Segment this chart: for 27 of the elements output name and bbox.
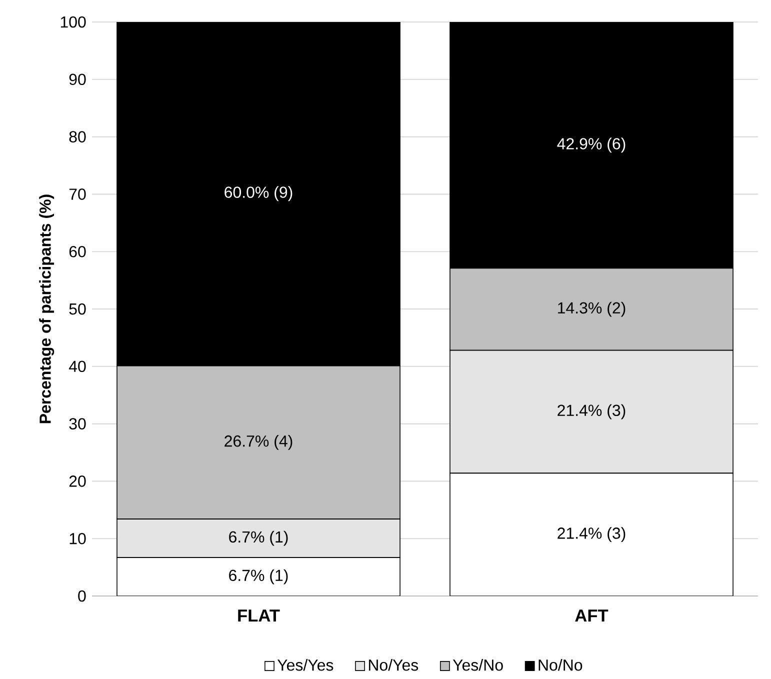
y-tick-label: 20 [69, 476, 86, 487]
data-label: 6.7% (1) [229, 530, 288, 546]
data-label: 14.3% (2) [558, 302, 626, 317]
bar [450, 472, 734, 596]
y-tick-label: 50 [69, 303, 86, 315]
data-label: 26.7% (4) [224, 435, 292, 450]
y-tick-label: 80 [69, 131, 86, 142]
legend-label: Yes/Yes [277, 659, 334, 671]
data-label: 21.4% (3) [558, 527, 626, 542]
x-tick-label: FLAT [238, 610, 280, 622]
legend-label: No/Yes [368, 659, 418, 671]
y-tick-label: 10 [70, 532, 86, 544]
x-tick-label: AFT [575, 610, 608, 622]
y-tick-label: 70 [69, 188, 86, 200]
y-axis-title: Percentage of participants (%) [39, 194, 54, 424]
y-tick-label: 40 [68, 360, 86, 372]
y-tick-label: 30 [69, 418, 86, 430]
y-tick-label: 90 [69, 74, 86, 86]
legend-label: Yes/No [452, 659, 503, 671]
data-label: 6.7% (1) [229, 569, 288, 584]
legend-label: No/No [538, 659, 582, 671]
y-tick-label: 100 [60, 16, 86, 28]
data-label: 42.9% (6) [557, 138, 626, 153]
data-label: 21.4% (3) [558, 404, 626, 420]
data-label: 60.0% (9) [224, 186, 292, 202]
y-tick-label: 0 [78, 590, 86, 602]
y-tick-label: 60 [69, 246, 86, 258]
